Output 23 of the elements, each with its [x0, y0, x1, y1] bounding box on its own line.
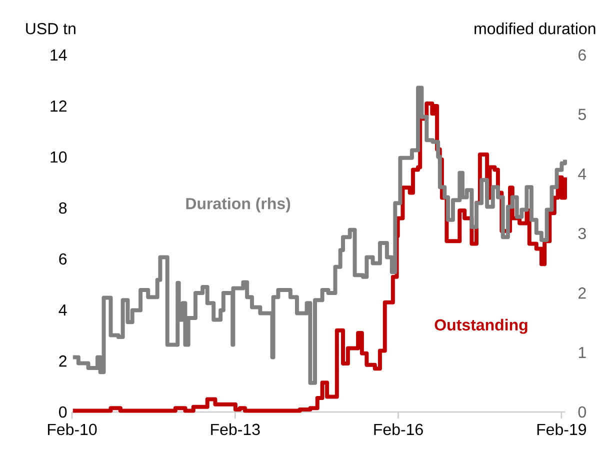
x-tick-label: Feb-10: [48, 423, 97, 436]
y2-tick-label: 4: [578, 168, 586, 180]
y-tick-label: 12: [50, 100, 66, 112]
y2-tick-label: 1: [578, 347, 586, 358]
y-tick-label: 8: [59, 202, 67, 214]
y-tick-label: 2: [59, 355, 66, 367]
y2-axis-title: modified duration: [474, 22, 596, 34]
y-tick-label: 0: [59, 406, 67, 418]
y-tick-label: 14: [50, 50, 67, 61]
y-tick-label: 4: [58, 304, 67, 316]
y2-tick-label: 6: [578, 49, 586, 61]
text: Duration (rhs): [186, 197, 290, 212]
y2-tick-label: 0: [578, 406, 586, 418]
x-tick-label: Feb-16: [374, 423, 423, 436]
y2-tick-label: 2: [578, 287, 586, 299]
text: Outstanding: [434, 318, 528, 334]
y2-tick-label: 3: [578, 228, 586, 240]
x-tick-label: Feb-13: [211, 423, 260, 436]
y-tick-label: 10: [50, 151, 67, 163]
y2-tick-label: 5: [578, 108, 586, 120]
y-tick-label: 6: [59, 253, 67, 265]
x-tick-label: Feb-19: [537, 423, 586, 436]
y-axis-title: USD tn: [26, 22, 76, 34]
